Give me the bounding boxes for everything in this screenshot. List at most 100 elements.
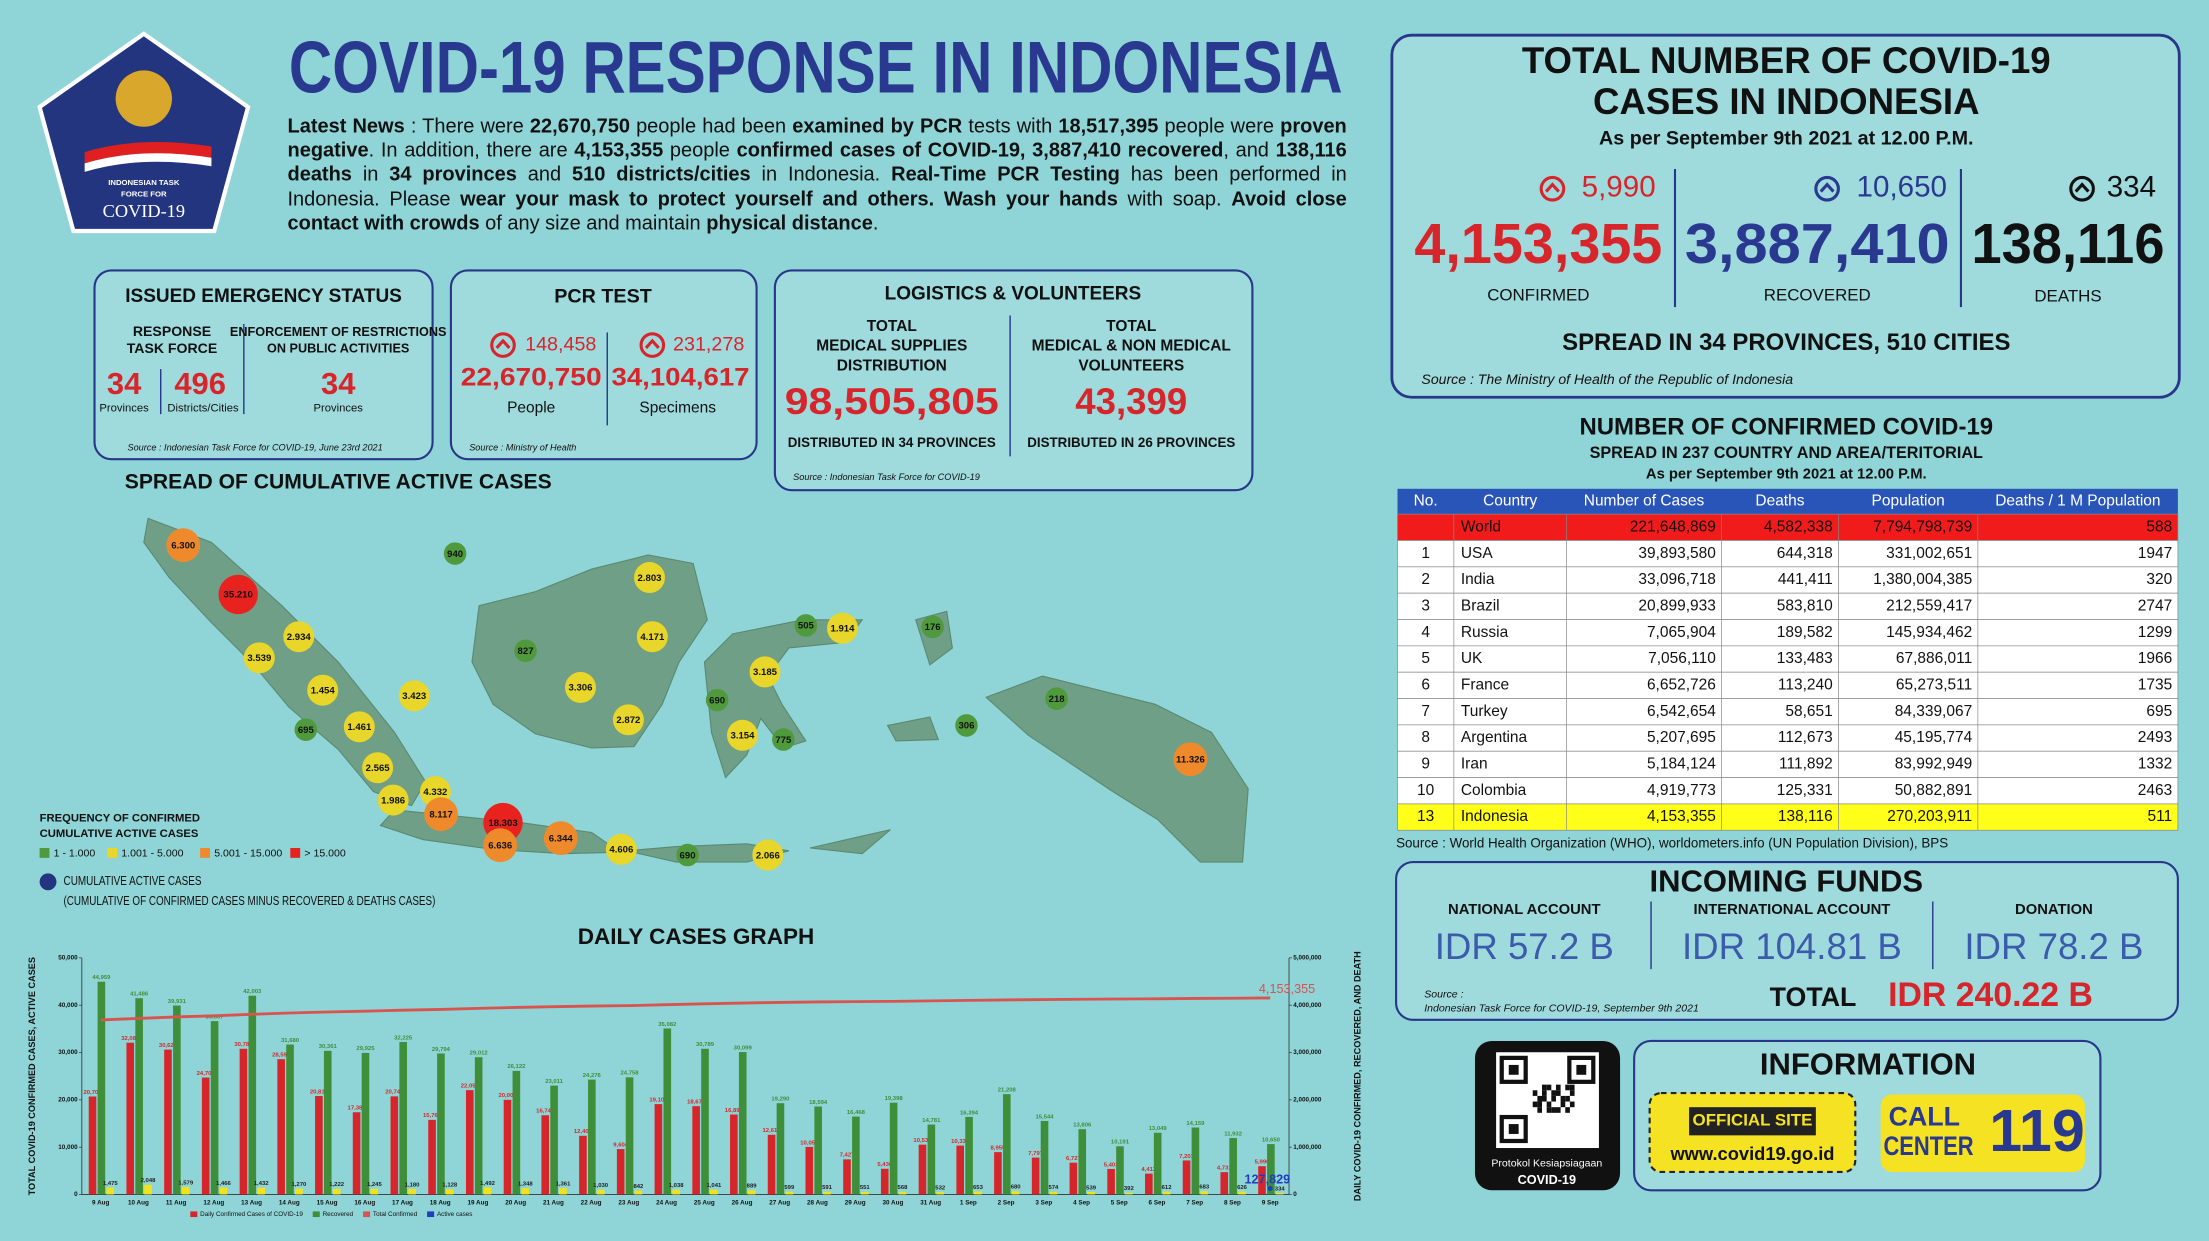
data-label: 10,650 xyxy=(1262,1137,1281,1143)
qr-module xyxy=(1565,1107,1570,1113)
qr-module xyxy=(1542,1095,1547,1102)
map-bubble xyxy=(514,639,537,663)
data-label: 4,153,355 xyxy=(1259,982,1315,996)
data-label: 14,781 xyxy=(922,1118,941,1124)
legend-label: 5.001 - 15.000 xyxy=(214,847,282,859)
bar xyxy=(974,1191,982,1195)
table-cell: 1966 xyxy=(2138,650,2172,667)
table-cell: 8 xyxy=(1421,729,1430,746)
data-label: 539 xyxy=(1086,1185,1097,1191)
bar xyxy=(814,1106,822,1195)
data-label: 4,413 xyxy=(1141,1167,1156,1173)
bar xyxy=(408,1188,416,1195)
label: Provinces xyxy=(314,402,364,414)
data-label: 392 xyxy=(1124,1186,1135,1192)
bar xyxy=(634,1190,643,1195)
map-bubble xyxy=(564,671,596,703)
bar xyxy=(465,1090,474,1195)
bar xyxy=(776,1103,785,1195)
qr-module xyxy=(1560,1095,1566,1102)
table-cell: 588 xyxy=(2146,518,2172,535)
y2-tick-label: 5,000,000 xyxy=(1293,955,1322,962)
qr-finder xyxy=(1499,1055,1528,1084)
table-cell: 125,331 xyxy=(1777,782,1833,799)
news-segment: with soap. xyxy=(1117,188,1232,211)
qr-module xyxy=(1537,1095,1543,1102)
data-label: 1,475 xyxy=(103,1181,118,1187)
bubble-label: 1.914 xyxy=(831,623,856,634)
bubble-label: 2.872 xyxy=(616,715,640,726)
data-label: 1,030 xyxy=(593,1183,608,1189)
legend-label: Active cases xyxy=(437,1211,473,1218)
column-header: Deaths / 1 M Population xyxy=(1995,493,2160,510)
news-segment: 18,517,395 xyxy=(1058,115,1159,139)
news-segment: Avoid close contact with crowds xyxy=(287,188,1347,235)
news-segment: 138,116 deaths xyxy=(287,139,1347,187)
table-cell: 112,673 xyxy=(1778,729,1833,746)
qr-finder xyxy=(1508,1064,1519,1075)
qr-caption: COVID-19 xyxy=(1518,1173,1576,1187)
news-segment: in Indonesia. xyxy=(750,163,892,187)
bar xyxy=(361,1052,370,1195)
island xyxy=(886,716,940,742)
bar xyxy=(843,1159,851,1195)
news-segment: people xyxy=(663,139,737,163)
data-label: 29,794 xyxy=(432,1047,451,1053)
x-tick-label: 20 Aug xyxy=(505,1200,526,1207)
table-cell: UK xyxy=(1461,650,1483,667)
data-label: 1,128 xyxy=(442,1183,457,1189)
table-cell: 4 xyxy=(1421,624,1430,641)
table-cell: 33,096,718 xyxy=(1638,571,1716,588)
qr-module xyxy=(1565,1095,1570,1102)
bar xyxy=(898,1191,907,1195)
bubble-label: 1.461 xyxy=(347,722,372,733)
bar xyxy=(710,1189,718,1195)
data-label: 41,486 xyxy=(130,991,149,997)
bar xyxy=(823,1191,831,1195)
legend-label: 1.001 - 5.000 xyxy=(121,847,183,859)
call-button[interactable] xyxy=(1880,1094,2085,1172)
data-label: 16,744 xyxy=(536,1109,555,1115)
news-segment: proven negative xyxy=(287,115,1347,163)
label: Provinces xyxy=(99,402,149,414)
data-label: 9,604 xyxy=(613,1142,628,1148)
data-label: 39,931 xyxy=(168,999,187,1005)
map-bubble xyxy=(794,614,818,637)
news-segment: 22,670,750 xyxy=(529,115,630,139)
island xyxy=(809,829,891,855)
y-tick-label: 30,000 xyxy=(58,1049,78,1056)
legend-swatch xyxy=(290,847,301,858)
news-segment: : There were xyxy=(404,115,530,139)
data-label: 19,398 xyxy=(885,1096,904,1102)
bar xyxy=(1182,1160,1191,1195)
data-label: 15,544 xyxy=(1035,1114,1054,1120)
legend-label: Daily Confirmed Cases of COVID-19 xyxy=(200,1211,303,1218)
data-label: 29,925 xyxy=(356,1046,375,1052)
bar xyxy=(918,1144,927,1195)
map-bubble xyxy=(377,784,409,816)
value: 34 xyxy=(107,366,142,401)
data-label: 551 xyxy=(860,1185,871,1191)
bubble-label: 3.154 xyxy=(731,731,756,742)
table-cell: 6 xyxy=(1421,676,1430,693)
fund-value: IDR 78.2 B xyxy=(1964,926,2143,967)
x-tick-label: 19 Aug xyxy=(468,1200,489,1207)
bar xyxy=(332,1188,341,1195)
label: SPREAD IN 237 COUNTRY AND AREA/TERITORIA… xyxy=(1590,444,1983,462)
bar xyxy=(1200,1191,1209,1195)
column-title: TOTAL xyxy=(867,318,917,335)
bubble-label: 6.344 xyxy=(549,833,574,844)
table-cell: World xyxy=(1461,518,1501,535)
data-label: 1,579 xyxy=(178,1180,193,1186)
news-segment: tests with xyxy=(962,115,1059,139)
legend-swatch xyxy=(39,847,50,858)
data-label: 21,208 xyxy=(998,1087,1017,1093)
axis-title: DAILY COVID-19 CONFIRMED, RECOVERED, AND… xyxy=(1352,951,1362,1201)
table-cell: Russia xyxy=(1461,624,1509,641)
x-tick-label: 28 Aug xyxy=(807,1200,828,1207)
bar xyxy=(1258,1166,1266,1195)
data-label: 1,222 xyxy=(329,1182,344,1188)
data-label: 32,225 xyxy=(394,1035,413,1041)
data-label: 7,797 xyxy=(1028,1151,1043,1157)
bubble-label: 4.606 xyxy=(609,845,633,856)
